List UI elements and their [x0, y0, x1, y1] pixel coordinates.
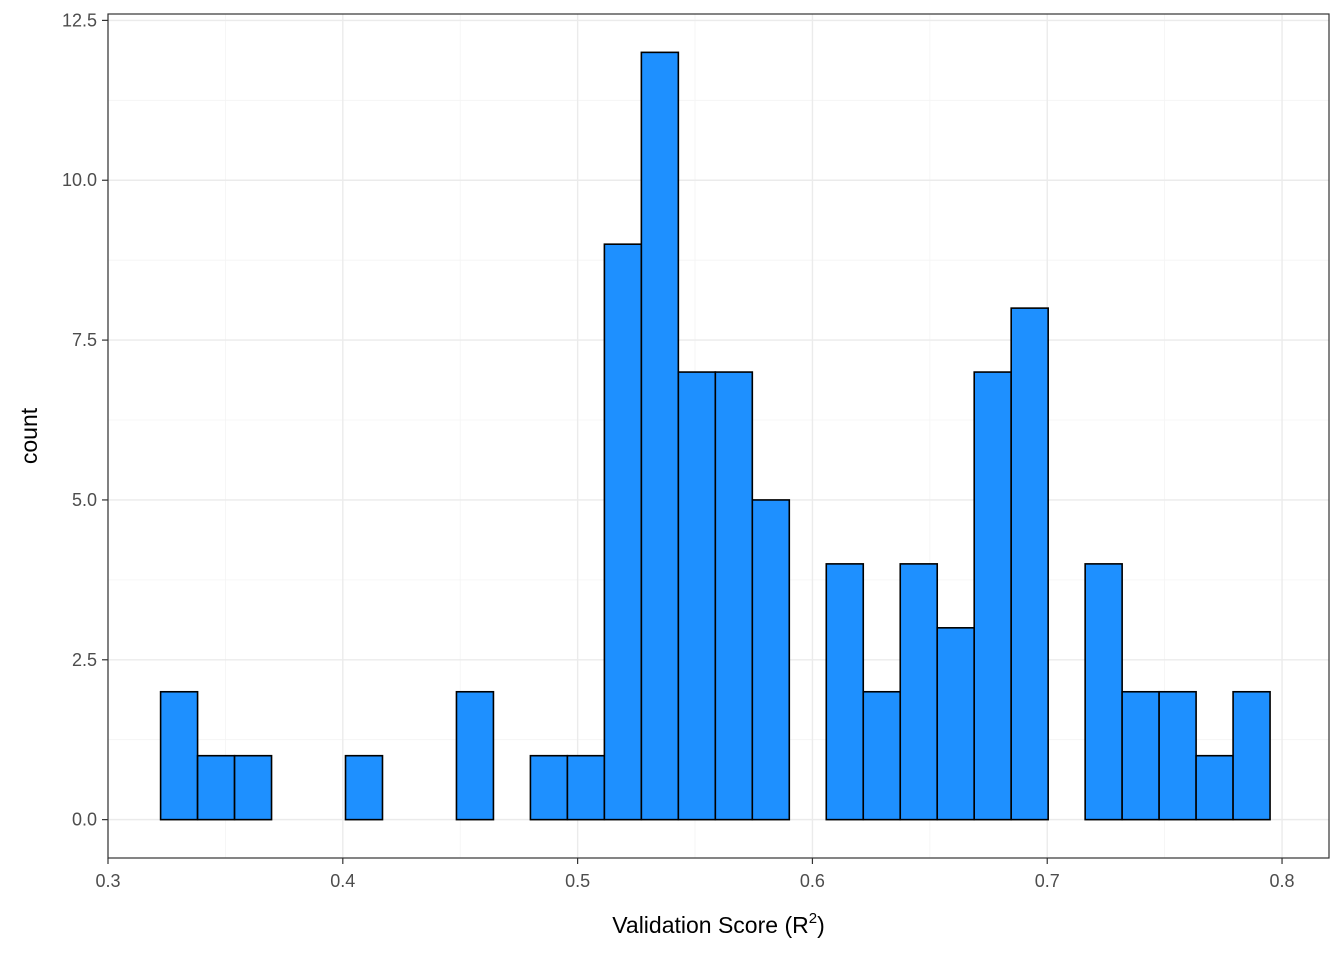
- histogram-bar: [862, 690, 902, 821]
- y-axis-title: count: [16, 407, 42, 464]
- x-tick-label: 0.8: [1270, 871, 1295, 891]
- histogram-bar: [603, 243, 643, 821]
- x-axis-title-suffix: ): [817, 912, 825, 938]
- x-tick-label: 0.6: [800, 871, 825, 891]
- histogram-bar: [344, 754, 384, 821]
- axes: 0.3 0.4 0.5 0.6 0.7 0.8 0.0 2.5 5.0 7.5 10.0 12.5: [62, 10, 1295, 891]
- x-tick-label: 0.5: [565, 871, 590, 891]
- x-tick-label: 0.3: [95, 871, 120, 891]
- histogram-bar: [825, 563, 865, 821]
- panel-border: [107, 13, 1330, 859]
- x-axis-title-superscript: 2: [809, 910, 817, 927]
- histogram-bar: [973, 371, 1012, 821]
- histogram-bars: [159, 51, 1271, 821]
- y-tick-label: 2.5: [72, 650, 97, 670]
- histogram-bar: [936, 627, 976, 821]
- histogram-bar: [1195, 754, 1234, 821]
- histogram-bar: [1084, 563, 1123, 821]
- x-axis-title-text: Validation Score (R: [612, 912, 808, 938]
- x-tick-label: 0.4: [330, 871, 355, 891]
- histogram-bar: [1158, 690, 1197, 821]
- y-tick-label: 12.5: [62, 10, 97, 30]
- histogram-bar: [640, 51, 680, 821]
- histogram-bar: [233, 754, 273, 821]
- histogram-bar: [751, 499, 791, 821]
- y-tick-label: 10.0: [62, 170, 97, 190]
- histogram-bar: [1232, 690, 1271, 821]
- histogram-bar: [159, 690, 199, 821]
- histogram-bar: [455, 690, 495, 821]
- x-tick-label: 0.7: [1035, 871, 1060, 891]
- histogram-bar: [714, 371, 754, 821]
- y-tick-label: 5.0: [72, 490, 97, 510]
- y-tick-label: 0.0: [72, 810, 97, 830]
- y-tick-label: 7.5: [72, 330, 97, 350]
- histogram-bar: [899, 563, 939, 821]
- histogram-bar: [1121, 690, 1160, 821]
- histogram-bar: [566, 754, 606, 821]
- histogram-bar: [1010, 307, 1049, 821]
- histogram-bar: [677, 371, 717, 821]
- histogram-bar: [196, 754, 236, 821]
- histogram-bar: [529, 754, 569, 821]
- x-axis-title: Validation Score (R2): [612, 910, 824, 938]
